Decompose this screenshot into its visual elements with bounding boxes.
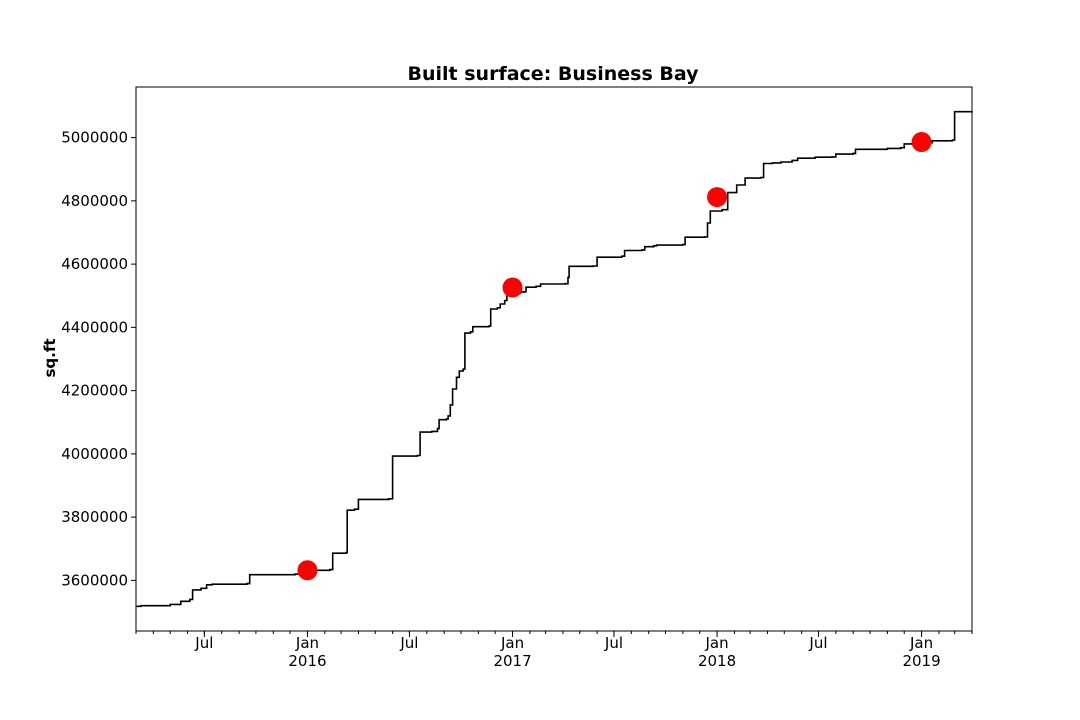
x-tick-label: Jan: [295, 634, 319, 652]
y-tick-label: 5000000: [61, 129, 128, 147]
x-tick-year-label: 2019: [902, 652, 940, 670]
y-tick-label: 4000000: [61, 445, 128, 463]
y-tick-label: 3800000: [61, 508, 128, 526]
plot-area: 3600000 3800000 4000000 4200000 4400000 46000…: [61, 86, 973, 670]
y-tick-label: 4200000: [61, 382, 128, 400]
chart-title: Built surface: Business Bay: [408, 63, 700, 85]
x-tick-label: Jan: [704, 634, 728, 652]
x-tick-label: Jul: [194, 634, 213, 652]
data-point-marker: [707, 187, 728, 208]
y-tick-label: 4800000: [61, 192, 128, 210]
y-tick-label: 4400000: [61, 318, 128, 336]
y-tick-label: 3600000: [61, 571, 128, 589]
x-tick-label: Jul: [808, 634, 827, 652]
data-point-marker: [502, 277, 523, 298]
y-axis-label: sq.ft: [41, 338, 59, 377]
x-tick-label: Jan: [500, 634, 524, 652]
data-point-marker: [911, 132, 932, 153]
y-tick-label: 4600000: [61, 255, 128, 273]
x-tick-label: Jan: [909, 634, 933, 652]
x-tick-year-label: 2017: [493, 652, 531, 670]
x-tick-year-label: 2018: [698, 652, 736, 670]
data-point-marker: [297, 560, 318, 581]
x-tick-label: Jul: [604, 634, 623, 652]
x-tick-label: Jul: [399, 634, 418, 652]
x-tick-year-label: 2016: [288, 652, 326, 670]
series-line: [136, 110, 973, 608]
axes-frame: [135, 86, 973, 632]
